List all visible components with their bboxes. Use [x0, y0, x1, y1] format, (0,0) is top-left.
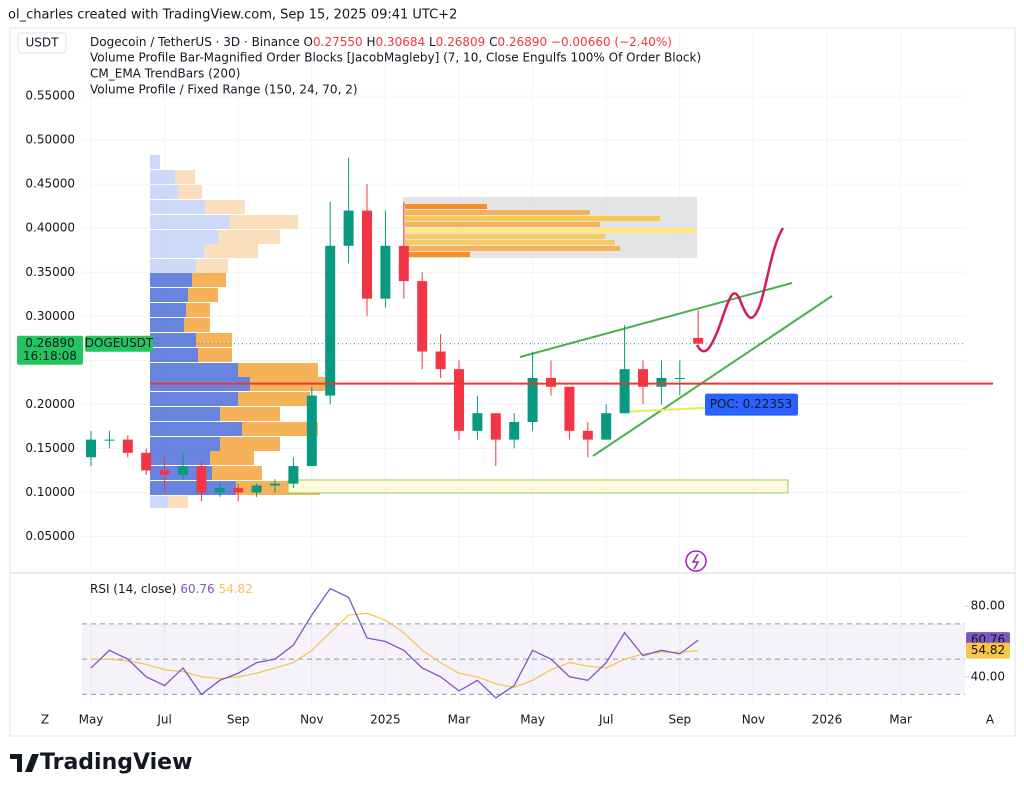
rsi-title: RSI (14, close)	[90, 582, 176, 596]
x-tick-label: Sep	[227, 713, 250, 727]
candle-body	[159, 470, 170, 475]
candle-body	[527, 377, 538, 423]
x-tick-label: Jul	[598, 713, 613, 727]
x-tick-label: May	[520, 713, 545, 727]
rsi-value: 60.76	[180, 582, 214, 596]
candle-body	[141, 452, 152, 471]
x-tick-label: Jul	[156, 713, 171, 727]
y-tick-label: 0.15000	[25, 441, 75, 455]
candle-body	[417, 281, 428, 352]
y-tick-label: 0.35000	[25, 265, 75, 279]
y-tick-label: 80.00	[971, 599, 1005, 613]
x-tick-label: 2025	[370, 713, 401, 727]
countdown: 16:18:08	[23, 349, 77, 363]
symbol: Dogecoin / TetherUS · 3D · Binance	[90, 35, 300, 49]
candle-body	[196, 466, 207, 493]
quote-key: C	[489, 35, 497, 49]
candle-body	[325, 245, 336, 396]
y-tick-label: 0.55000	[25, 89, 75, 103]
x-tick-label: Mar	[889, 713, 912, 727]
quote-value: 0.27550	[313, 35, 363, 49]
candle-body	[362, 210, 372, 299]
ticker: DOGEUSDT	[85, 336, 154, 350]
quote-key: L	[429, 35, 436, 49]
candle-body	[398, 245, 409, 282]
candle-body	[619, 369, 630, 414]
candle-body	[380, 245, 391, 299]
auto-button[interactable]: Z	[41, 713, 49, 727]
candle-body	[564, 386, 575, 431]
x-tick-label: Nov	[300, 713, 323, 727]
credit: ol_charles created with TradingView.com,…	[8, 8, 457, 23]
last-price-label: 0.26890	[25, 336, 75, 350]
x-tick-label: May	[79, 713, 104, 727]
quote-key: H	[366, 35, 375, 49]
candle-body	[233, 488, 244, 493]
logo-mark	[10, 754, 39, 772]
candle-body	[693, 337, 704, 344]
candle-body	[343, 210, 354, 246]
candle-body	[178, 466, 188, 475]
currency[interactable]: USDT	[26, 36, 60, 50]
candle-body	[656, 377, 667, 387]
y-tick-label: 0.45000	[25, 177, 75, 191]
y-tick-label: 0.05000	[25, 529, 75, 543]
indicator-legend: Volume Profile / Fixed Range (150, 24, 7…	[90, 83, 358, 97]
rsi-line	[91, 612, 699, 688]
x-tick-label: Sep	[668, 713, 691, 727]
y-tick-label: 0.30000	[25, 309, 75, 323]
candles	[86, 157, 704, 502]
ticker-box	[85, 335, 153, 352]
candle-body	[472, 413, 483, 431]
candle-body	[104, 439, 115, 441]
quote-value: 0.26809	[436, 35, 486, 49]
x-tick-label: Nov	[742, 713, 765, 727]
change: −0.00660 (−2.40%)	[551, 35, 672, 49]
x-tick-label: 2026	[812, 713, 843, 727]
volume-profile	[150, 155, 789, 508]
y-tick-label: 0.20000	[25, 397, 75, 411]
candle-body	[306, 395, 317, 467]
candle-body	[270, 483, 280, 486]
candle-body	[490, 413, 501, 440]
indicator-legend: Volume Profile Bar-Magnified Order Block…	[90, 51, 701, 65]
candle-body	[601, 413, 612, 440]
rsi-value: 54.82	[219, 582, 253, 596]
auto-button[interactable]: A	[986, 713, 995, 727]
candle-body	[674, 377, 685, 379]
candle-body	[214, 488, 225, 493]
y-tick-label: 0.10000	[25, 485, 75, 499]
candle-body	[251, 485, 262, 493]
candle-body	[454, 369, 464, 431]
poc-label: POC: 0.22353	[710, 397, 793, 411]
poc-label-box	[705, 393, 798, 416]
logo: TradingView	[40, 750, 192, 775]
rsi-value-label: 54.82	[971, 643, 1005, 657]
candle-body	[582, 430, 593, 440]
y-tick-label: 40.00	[971, 669, 1005, 683]
rsi-line	[90, 587, 699, 699]
indicator-legend: CM_EMA TrendBars (200)	[90, 67, 240, 81]
candle-body	[435, 351, 446, 370]
currency-button[interactable]	[17, 32, 67, 54]
quote-key: O	[304, 35, 313, 49]
candle-body	[288, 466, 299, 484]
chart-frame	[9, 27, 1016, 737]
quote-value: 0.26890	[497, 35, 547, 49]
candle-body	[509, 422, 520, 440]
rsi-legend: RSI (14, close) 60.76 54.82	[90, 582, 253, 596]
x-tick-label: Mar	[448, 713, 471, 727]
drawings	[519, 227, 833, 572]
candle-body	[86, 439, 96, 458]
y-tick-label: 0.40000	[25, 221, 75, 235]
candle-body	[546, 377, 556, 387]
candle-body	[122, 439, 133, 453]
y-tick-label: 0.50000	[25, 133, 75, 147]
last-price-box	[17, 335, 83, 365]
quote-value: 0.30684	[375, 35, 425, 49]
rsi-value-box	[966, 642, 1010, 659]
candle-body	[638, 369, 648, 387]
symbol-legend: Dogecoin / TetherUS · 3D · Binance O0.27…	[90, 35, 672, 49]
